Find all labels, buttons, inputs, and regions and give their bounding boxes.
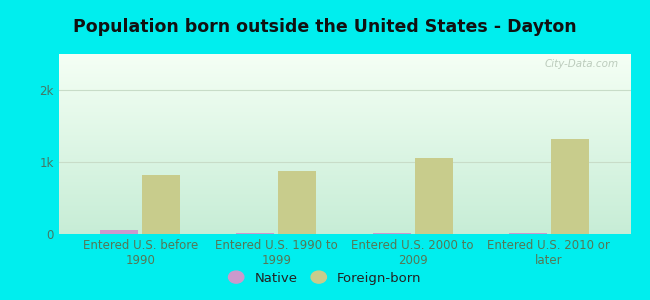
Legend: Native, Foreign-born: Native, Foreign-born xyxy=(223,267,427,290)
Bar xyxy=(372,233,411,234)
Bar xyxy=(100,230,138,234)
Text: City-Data.com: City-Data.com xyxy=(545,59,619,69)
Bar xyxy=(415,158,452,234)
Bar xyxy=(551,139,589,234)
Bar xyxy=(509,232,547,234)
Bar xyxy=(142,175,180,234)
Text: Population born outside the United States - Dayton: Population born outside the United State… xyxy=(73,18,577,36)
Bar xyxy=(278,171,317,234)
Bar xyxy=(237,233,274,234)
